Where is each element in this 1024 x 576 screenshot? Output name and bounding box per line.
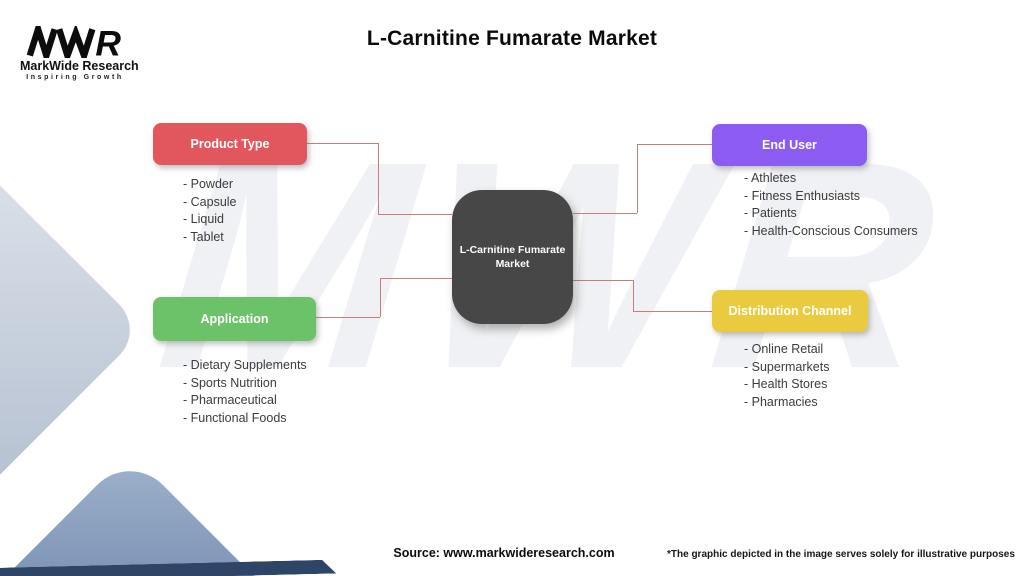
connector-distribution-h2 (633, 311, 712, 312)
list-item: - Health Stores (744, 377, 828, 391)
center-node-market: L-Carnitine Fumarate Market (452, 190, 573, 324)
list-item: - Dietary Supplements (183, 358, 307, 372)
list-item: - Liquid (183, 212, 224, 226)
page-title: L-Carnitine Fumarate Market (366, 27, 658, 50)
connector-product-type-v (378, 143, 379, 214)
category-label-end-user: End User (762, 138, 817, 152)
source-text: Source: www.markwideresearch.com (393, 546, 615, 560)
svg-text:R: R (95, 26, 121, 58)
list-item: - Supermarkets (744, 359, 830, 374)
background-diamond-light (0, 160, 145, 500)
background-diamond-slate (0, 452, 413, 576)
connector-application-v (380, 278, 381, 317)
category-box-distribution-channel: Distribution Channel (712, 290, 868, 332)
list-item: - Online Retail (744, 342, 824, 356)
category-list-application: - Dietary Supplements - Sports Nutrition… (183, 357, 307, 427)
category-box-end-user: End User (712, 124, 867, 166)
list-item: - Health-Conscious Consumers (744, 223, 918, 238)
connector-application-h2 (380, 278, 452, 279)
list-item: - Fitness Enthusiasts (744, 188, 861, 203)
connector-distribution-v (633, 280, 634, 311)
list-item: - Pharmaceutical (183, 393, 277, 407)
logo-company-name: MarkWide Research (20, 59, 139, 73)
markwide-research-logo: R MarkWide Research Inspiring Growth (20, 26, 139, 81)
category-label-product-type: Product Type (190, 137, 270, 151)
connector-distribution-h1 (573, 280, 633, 281)
connector-end-user-h1 (573, 213, 637, 214)
category-list-distribution-channel: - Online Retail - Supermarkets - Health … (744, 341, 829, 411)
list-item: - Capsule (183, 194, 237, 209)
connector-end-user-v (637, 144, 638, 213)
list-item: - Pharmacies (744, 394, 818, 409)
connector-product-type-h2 (378, 214, 452, 215)
list-item: - Tablet (183, 229, 224, 244)
connector-end-user-h2 (637, 144, 712, 145)
center-node-label-line2: Market (495, 258, 530, 270)
list-item: - Athletes (744, 171, 797, 185)
logo-tagline: Inspiring Growth (26, 74, 124, 81)
disclaimer-text: *The graphic depicted in the image serve… (667, 549, 1015, 560)
category-label-distribution-channel: Distribution Channel (728, 304, 852, 318)
list-item: - Patients (744, 206, 797, 220)
category-list-end-user: - Athletes - Fitness Enthusiasts - Patie… (744, 170, 918, 240)
list-item: - Powder (183, 177, 234, 191)
mwr-logo-icon: R (26, 26, 121, 58)
category-box-application: Application (153, 297, 316, 341)
category-label-application: Application (200, 312, 269, 326)
connector-application-h1 (316, 317, 380, 318)
category-list-product-type: - Powder - Capsule - Liquid - Tablet (183, 176, 237, 246)
list-item: - Sports Nutrition (183, 375, 277, 390)
center-node-label-line1: L-Carnitine Fumarate (459, 243, 566, 256)
category-box-product-type: Product Type (153, 123, 307, 165)
connector-product-type-h1 (307, 143, 378, 144)
list-item: - Functional Foods (183, 410, 287, 425)
